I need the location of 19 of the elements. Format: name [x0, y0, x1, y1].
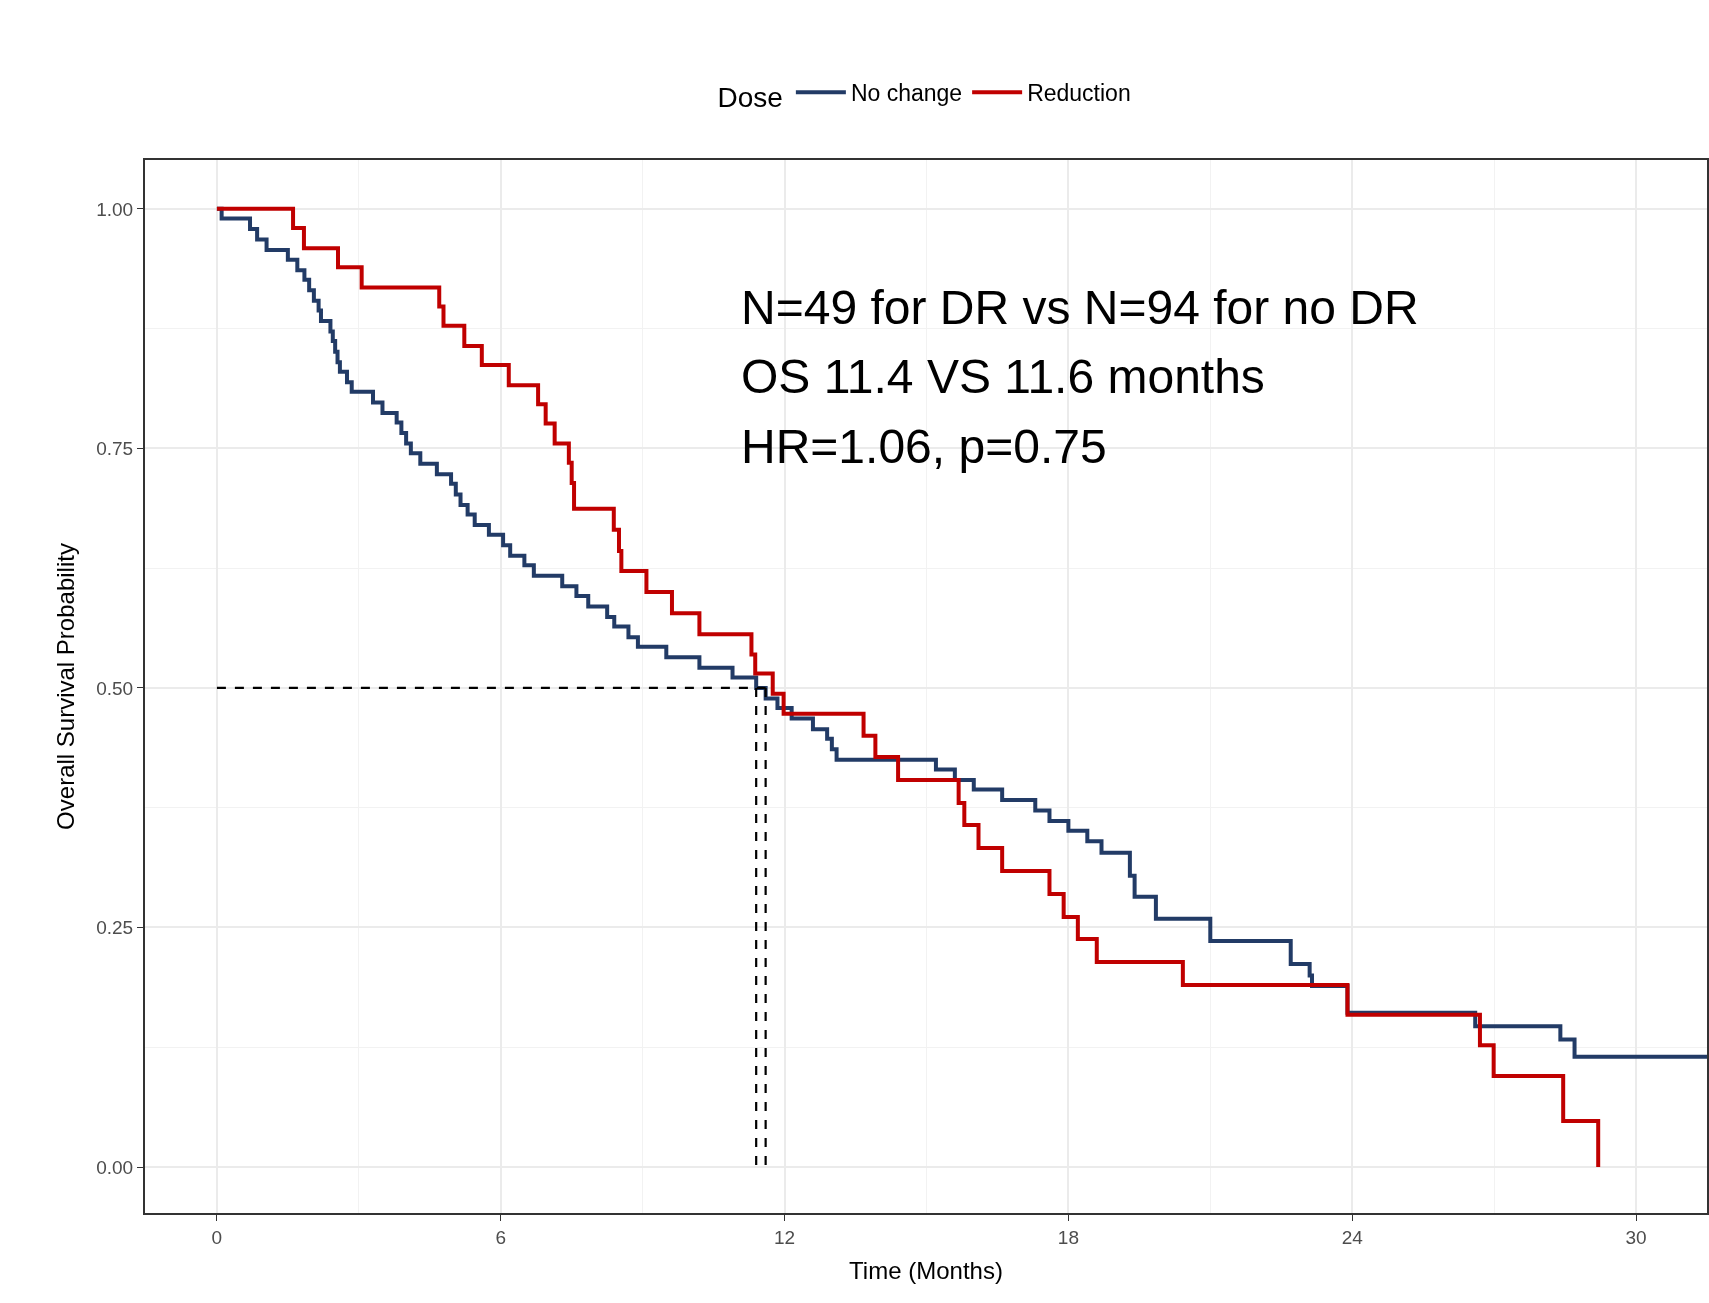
y-axis-title: Overall Survival Probability	[51, 543, 79, 830]
annotation: N=49 for DR vs N=94 for no DR	[741, 281, 1419, 334]
x-tick-label: 30	[1625, 1226, 1647, 1248]
x-tick-label: 0	[211, 1226, 223, 1248]
annotation: OS 11.4 VS 11.6 months	[741, 350, 1265, 403]
x-tick-label: 6	[495, 1226, 507, 1248]
y-tick-label: 0.50	[96, 677, 134, 699]
legend-label: No change	[850, 80, 963, 107]
x-tick-label: 18	[1057, 1226, 1079, 1248]
x-tick-label: 24	[1341, 1226, 1364, 1248]
x-axis-title: Time (Months)	[849, 1256, 1003, 1284]
x-tick-label: 12	[773, 1226, 796, 1248]
y-tick-label: 0.00	[96, 1156, 134, 1178]
y-tick-label: 0.25	[96, 917, 134, 939]
legend-label: Reduction	[1027, 80, 1131, 107]
legend-title: Dose	[717, 82, 783, 114]
y-tick-label: 0.75	[96, 438, 134, 460]
y-tick-label: 1.00	[96, 198, 134, 220]
annotation: HR=1.06, p=0.75	[741, 420, 1107, 473]
